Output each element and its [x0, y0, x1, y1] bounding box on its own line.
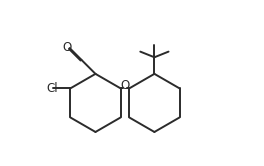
Text: Cl: Cl	[46, 82, 58, 95]
Text: O: O	[120, 79, 130, 92]
Text: O: O	[62, 41, 71, 54]
